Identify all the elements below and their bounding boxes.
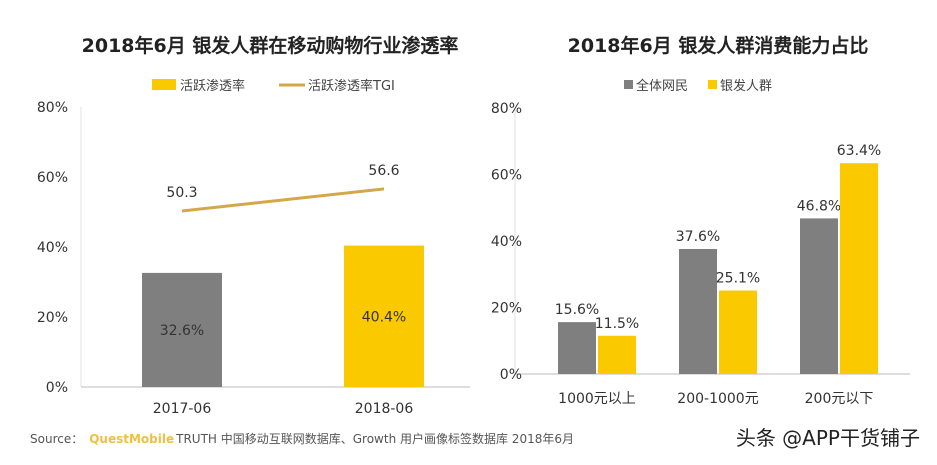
y-tick-label: 0% — [500, 367, 522, 383]
y-tick-label: 80% — [37, 100, 68, 116]
bar — [719, 290, 757, 374]
line-data-label: 56.6 — [368, 163, 399, 179]
bar — [344, 245, 424, 387]
right-chart-title: 2018年6月 银发人群消费能力占比 — [568, 34, 869, 57]
y-tick-label: 0% — [46, 380, 68, 396]
bar-data-label: 11.5% — [595, 316, 639, 332]
legend-label-all-users: 全体网民 — [636, 78, 688, 94]
bar-data-label: 37.6% — [676, 229, 720, 245]
y-tick-label: 60% — [491, 168, 522, 184]
y-tick-label: 60% — [37, 170, 68, 186]
bar — [840, 163, 878, 374]
legend-swatch-bar — [152, 79, 176, 90]
x-tick-label: 200元以下 — [805, 391, 874, 407]
legend-label-silver: 银发人群 — [720, 78, 772, 94]
legend-swatch-silver — [708, 80, 717, 89]
source-footer: Source： QuestMobile TRUTH 中国移动互联网数据库、Growt… — [30, 431, 574, 446]
bar-data-label: 15.6% — [555, 302, 599, 318]
bar-data-label: 32.6% — [160, 323, 204, 339]
left-legend: 活跃渗透率 活跃渗透率TGI — [152, 78, 395, 94]
x-tick-label: 200-1000元 — [677, 391, 758, 407]
bar — [679, 248, 717, 374]
source-label: Source： — [30, 432, 83, 446]
bar — [142, 272, 222, 387]
y-tick-label: 20% — [491, 301, 522, 317]
y-tick-label: 40% — [491, 234, 522, 250]
x-tick-label: 2017-06 — [153, 401, 212, 417]
right-legend: 全体网民 银发人群 — [624, 78, 772, 94]
brand-logo-text: QuestMobile — [89, 432, 174, 446]
bar — [558, 322, 596, 374]
source-text: TRUTH 中国移动互联网数据库、Growth 用户画像标签数据库 2018年6… — [175, 431, 574, 446]
bar-data-label: 40.4% — [362, 309, 406, 325]
legend-label-bar: 活跃渗透率 — [180, 78, 245, 94]
bar-data-label: 25.1% — [716, 271, 760, 287]
y-tick-label: 80% — [491, 101, 522, 117]
legend-label-line: 活跃渗透率TGI — [308, 78, 395, 94]
bar — [598, 335, 636, 374]
bar — [800, 218, 838, 374]
x-tick-label: 2018-06 — [355, 401, 414, 417]
bar-data-label: 46.8% — [797, 198, 841, 214]
tgi-line — [181, 187, 385, 213]
line-data-label: 50.3 — [166, 185, 197, 201]
legend-swatch-all-users — [624, 80, 633, 89]
y-tick-label: 20% — [37, 310, 68, 326]
watermark: 头条 @APP干货铺子 — [736, 426, 920, 450]
left-chart-title: 2018年6月 银发人群在移动购物行业渗透率 — [82, 34, 459, 57]
bar-data-label: 63.4% — [837, 143, 881, 159]
y-tick-label: 40% — [37, 240, 68, 256]
x-tick-label: 1000元以上 — [558, 391, 636, 407]
